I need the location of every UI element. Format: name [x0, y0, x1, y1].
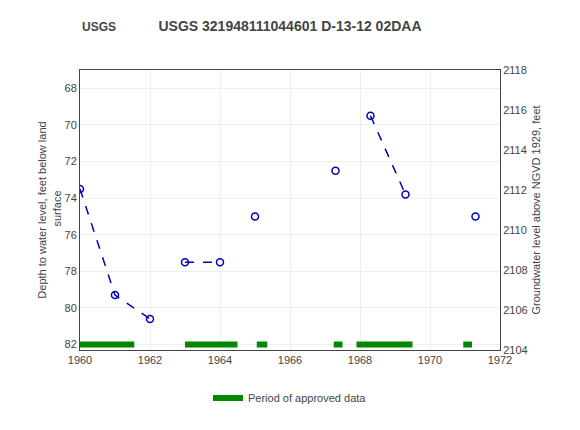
svg-text:72: 72 [65, 155, 77, 167]
svg-text:2118: 2118 [503, 64, 527, 76]
svg-text:2114: 2114 [503, 144, 527, 156]
svg-text:80: 80 [65, 302, 77, 314]
svg-text:2112: 2112 [503, 184, 527, 196]
svg-text:78: 78 [65, 265, 77, 277]
svg-text:1964: 1964 [208, 354, 232, 366]
svg-text:1960: 1960 [68, 354, 92, 366]
svg-text:1962: 1962 [138, 354, 162, 366]
svg-text:2106: 2106 [503, 304, 527, 316]
svg-text:2104: 2104 [503, 344, 527, 356]
svg-text:1972: 1972 [488, 354, 512, 366]
svg-text:USGS 321948111044601 D-13-12 0: USGS 321948111044601 D-13-12 02DAA [158, 18, 421, 34]
svg-text:82: 82 [65, 338, 77, 350]
svg-text:Depth to water level, feet bel: Depth to water level, feet below land su… [36, 121, 62, 298]
svg-text:68: 68 [65, 82, 77, 94]
svg-text:2116: 2116 [503, 104, 527, 116]
svg-text:Groundwater level above NGVD 1: Groundwater level above NGVD 1929, feet [530, 105, 542, 314]
svg-text:2110: 2110 [503, 224, 527, 236]
svg-text:1966: 1966 [278, 354, 302, 366]
svg-text:70: 70 [65, 119, 77, 131]
svg-text:1968: 1968 [348, 354, 372, 366]
svg-text:USGS: USGS [82, 20, 116, 34]
svg-text:74: 74 [65, 192, 77, 204]
svg-text:Period of approved data: Period of approved data [248, 392, 366, 404]
svg-text:76: 76 [65, 229, 77, 241]
svg-text:1970: 1970 [418, 354, 442, 366]
svg-text:2108: 2108 [503, 264, 527, 276]
